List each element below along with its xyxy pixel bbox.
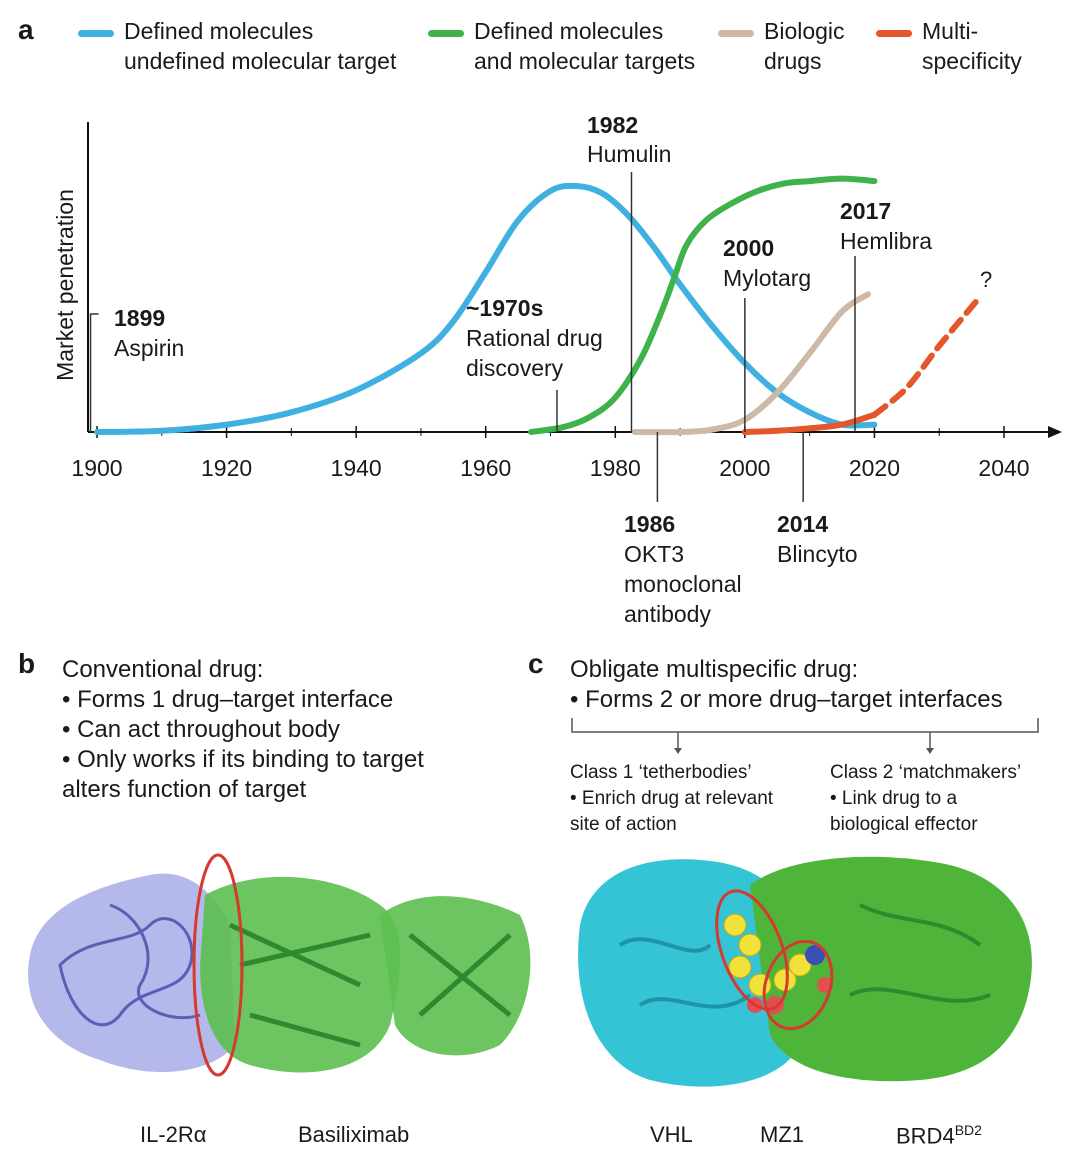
- legend-swatch: [78, 30, 114, 37]
- class-bracket: [571, 718, 1039, 754]
- legend-label: Defined molecules undefined molecular ta…: [124, 18, 397, 74]
- legend-label: Biologic drugs: [764, 18, 845, 74]
- legend-label: Multi- specificity: [922, 18, 1022, 74]
- annotation-year-blincyto: 2014: [777, 511, 828, 537]
- annotation-label-hemlibra: Hemlibra: [840, 228, 932, 254]
- legend-item-biologic: Biologic drugs: [718, 16, 845, 76]
- market-penetration-chart: Market penetration 1900 1920 1940 1960 1980 20…: [52, 112, 1062, 627]
- mz1-label: MZ1: [760, 1122, 804, 1147]
- x-tick-label: 2040: [978, 455, 1029, 481]
- vhl-mz1-brd4-structure: [578, 856, 1032, 1087]
- panel-b-bullet-3: • Only works if its binding to target al…: [62, 746, 424, 803]
- panel-b-bullet-2: • Can act throughout body: [62, 716, 340, 743]
- annotation-year-hemlibra: 2017: [840, 198, 891, 224]
- basiliximab-antibody: [200, 876, 531, 1073]
- vhl-label: VHL: [650, 1122, 693, 1147]
- annotation-question-mark: ?: [980, 267, 992, 292]
- x-tick-label: 1980: [590, 455, 641, 481]
- il2ra-label: IL-2Rα: [140, 1122, 207, 1147]
- series-line: [94, 182, 878, 435]
- x-tick-label: 1960: [460, 455, 511, 481]
- vhl-interface-ellipse: [715, 889, 789, 1011]
- x-tick-label: 1900: [71, 455, 122, 481]
- binding-interface-ellipse: [192, 853, 244, 1077]
- panel-c-letter: c: [528, 648, 544, 679]
- panel-b-bullet-1: • Forms 1 drug–target interface: [62, 686, 394, 713]
- brd4-interface-ellipse: [762, 939, 834, 1031]
- annotation-year-mylotarg: 2000: [723, 235, 774, 261]
- series-line: [631, 291, 871, 436]
- panel-c-heading: Obligate multispecific drug:: [570, 656, 859, 683]
- y-axis-label: Market penetration: [52, 189, 78, 381]
- annotation-year-rational: ~1970s: [466, 295, 543, 321]
- annotation-label-humulin: Humulin: [587, 141, 671, 167]
- series-line: [741, 411, 878, 435]
- legend-swatch: [876, 30, 912, 37]
- legend-swatch: [428, 30, 464, 37]
- annotation-label-okt3: monoclonal: [624, 571, 742, 597]
- panel-a-letter: a: [18, 14, 34, 45]
- annotation-year-humulin: 1982: [587, 112, 638, 138]
- brd4-label: BRD4BD2: [896, 1122, 982, 1149]
- brd4-label-main: BRD4: [896, 1123, 955, 1149]
- brd4-label-superscript: BD2: [954, 1122, 982, 1138]
- annotation-leader-aspirin: [89, 313, 99, 432]
- annotation-year-okt3: 1986: [624, 511, 675, 537]
- x-tick-label: 2000: [719, 455, 770, 481]
- annotation-label-blincyto: Blincyto: [777, 541, 858, 567]
- legend-item-defined-targets: Defined molecules and molecular targets: [428, 16, 695, 76]
- x-tick-label: 2020: [849, 455, 900, 481]
- panel-b-letter: b: [18, 648, 36, 679]
- series-line: [528, 175, 878, 435]
- vhl-protein: [578, 859, 800, 1087]
- annotation-label-mylotarg: Mylotarg: [723, 265, 811, 291]
- x-axis-arrowhead: [1048, 426, 1062, 438]
- x-tick-label: 1920: [201, 455, 252, 481]
- legend-item-multispecificity: Multi- specificity: [876, 16, 1022, 76]
- annotation-label-okt3: OKT3: [624, 541, 684, 567]
- panel-c-bullet: • Forms 2 or more drug–target interfaces: [570, 686, 1003, 713]
- series-line: [871, 296, 982, 418]
- panel-b-heading: Conventional drug:: [62, 656, 264, 683]
- il2r-basiliximab-structure: [28, 853, 531, 1077]
- x-tick-label: 1940: [331, 455, 382, 481]
- annotation-label-rational: discovery: [466, 355, 564, 381]
- class-1-description: Class 1 ‘tetherbodies’ • Enrich drug at …: [570, 762, 774, 835]
- annotation-label-okt3: antibody: [624, 601, 711, 627]
- annotation-year-aspirin: 1899: [114, 305, 165, 331]
- legend-swatch: [718, 30, 754, 37]
- class-2-description: Class 2 ‘matchmakers’ • Link drug to a b…: [830, 762, 1022, 835]
- il2ra-protein: [28, 873, 235, 1072]
- legend-label: Defined molecules and molecular targets: [474, 18, 696, 74]
- brd4-protein: [750, 856, 1032, 1082]
- annotation-label-rational: Rational drug: [466, 325, 603, 351]
- annotation-label-aspirin: Aspirin: [114, 335, 184, 361]
- legend-item-undefined-target: Defined molecules undefined molecular ta…: [78, 16, 396, 76]
- basiliximab-label: Basiliximab: [298, 1122, 410, 1147]
